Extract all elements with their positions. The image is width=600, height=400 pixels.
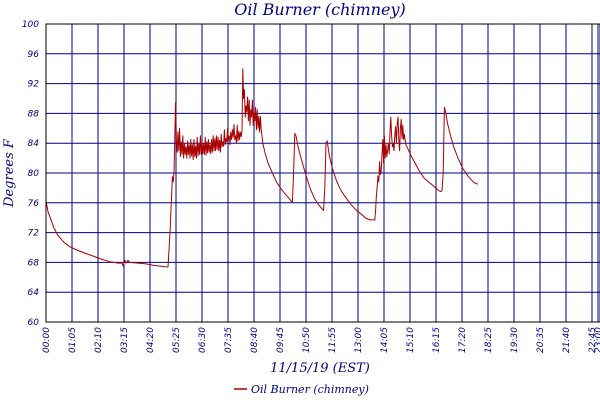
x-tick-label: 21:40 bbox=[562, 327, 572, 353]
y-tick-label: 84 bbox=[28, 139, 40, 149]
x-tick-label: 02:10 bbox=[94, 327, 104, 353]
series-line bbox=[45, 68, 479, 268]
x-tick-label: 13:00 bbox=[354, 327, 364, 353]
plot-border bbox=[45, 23, 600, 323]
x-axis-label: 11/15/19 (EST) bbox=[270, 361, 370, 376]
y-tick-label: 64 bbox=[28, 288, 40, 298]
x-axis-ticks: 00:00 01:05 02:10 03:15 04:20 05:25 06:30 07:35… bbox=[42, 327, 600, 353]
y-axis-ticks: 60 64 68 72 76 80 84 88 92 96 100 bbox=[22, 20, 39, 328]
x-tick-label: 10:50 bbox=[302, 327, 312, 353]
x-tick-label: 16:15 bbox=[432, 327, 442, 353]
x-tick-label: 00:00 bbox=[42, 327, 52, 353]
x-tick-label: 04:20 bbox=[146, 327, 156, 353]
x-tick-label: 05:25 bbox=[172, 327, 182, 353]
y-tick-label: 96 bbox=[28, 50, 40, 60]
y-tick-label: 100 bbox=[22, 20, 39, 30]
y-tick-label: 80 bbox=[28, 169, 40, 179]
x-tick-label: 06:30 bbox=[198, 327, 208, 353]
x-tick-label: 09:45 bbox=[276, 327, 286, 353]
x-tick-label: 18:25 bbox=[484, 327, 494, 353]
x-tick-label: 22:45 bbox=[588, 327, 598, 353]
y-tick-label: 92 bbox=[28, 80, 40, 90]
y-tick-label: 68 bbox=[28, 258, 40, 268]
x-tick-label: 17:20 bbox=[458, 327, 468, 353]
x-tick-label: 08:40 bbox=[250, 327, 260, 353]
grid bbox=[45, 23, 600, 323]
x-tick-label: 14:05 bbox=[380, 327, 390, 353]
legend: Oil Burner (chimney) bbox=[234, 383, 369, 396]
legend-label: Oil Burner (chimney) bbox=[251, 383, 369, 396]
x-tick-label: 19:30 bbox=[510, 327, 520, 353]
x-tick-label: 01:05 bbox=[68, 327, 78, 353]
y-axis-label: Degrees F bbox=[2, 138, 17, 208]
x-tick-label: 07:35 bbox=[224, 327, 234, 353]
y-tick-label: 88 bbox=[28, 109, 40, 119]
series-layer bbox=[45, 68, 479, 268]
y-tick-label: 72 bbox=[28, 229, 40, 239]
x-tick-label: 20:35 bbox=[536, 327, 546, 353]
y-tick-label: 60 bbox=[28, 318, 40, 328]
x-tick-label: 23:00 bbox=[594, 327, 600, 353]
chart-title: Oil Burner (chimney) bbox=[234, 0, 406, 19]
y-tick-label: 76 bbox=[28, 199, 40, 209]
x-tick-label: 11:55 bbox=[328, 327, 338, 353]
x-tick-label: 03:15 bbox=[120, 327, 130, 353]
x-tick-label: 15:10 bbox=[406, 327, 416, 353]
